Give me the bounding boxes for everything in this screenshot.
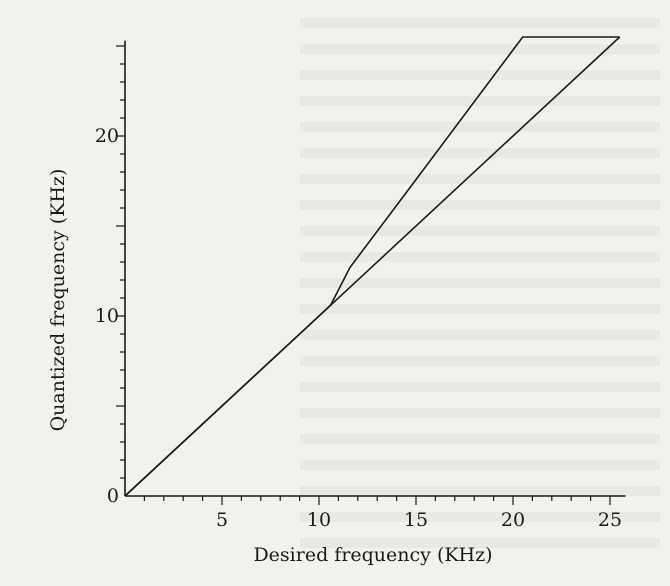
x-tick-label: 10	[307, 509, 331, 531]
y-tick-label: 20	[95, 125, 119, 147]
y-tick-label: 10	[95, 305, 119, 327]
quantized-staircase-line	[124, 36, 620, 497]
y-axis-label: Quantized frequency (KHz)	[47, 169, 69, 432]
x-tick-label: 15	[404, 509, 428, 531]
x-tick-label: 20	[501, 509, 525, 531]
tick-labels: 5 10 15 20 25 0 10 20	[95, 125, 622, 531]
x-tick-label: 5	[216, 509, 228, 531]
axes	[116, 40, 626, 505]
x-axis-label: Desired frequency (KHz)	[253, 544, 492, 566]
y-tick-label: 0	[107, 485, 119, 507]
plot-marks	[124, 36, 621, 497]
x-tick-label: 25	[598, 509, 622, 531]
